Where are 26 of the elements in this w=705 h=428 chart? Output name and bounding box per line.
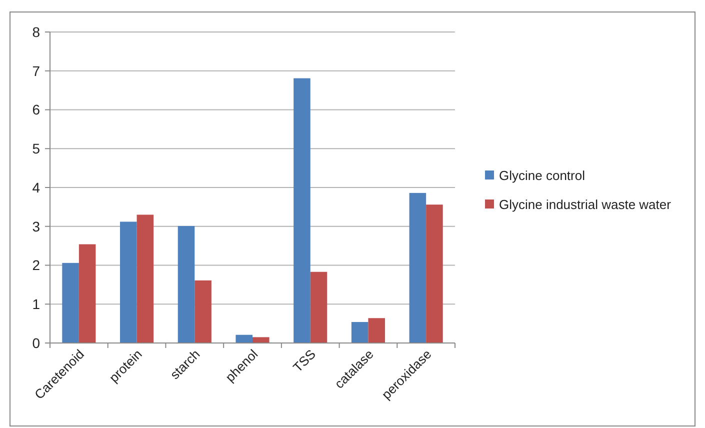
bar (409, 192, 426, 343)
y-tick-label: 0 (32, 334, 40, 351)
bar (120, 222, 137, 343)
bar (78, 244, 96, 343)
bar (236, 334, 252, 343)
y-tick-label: 4 (32, 179, 40, 196)
bar (351, 322, 368, 343)
bar (252, 337, 270, 343)
y-tick-label: 1 (32, 296, 40, 312)
x-tick-label: TSS (290, 346, 319, 376)
bar (194, 280, 212, 343)
bar (426, 204, 443, 343)
bar (368, 318, 385, 343)
y-tick-label: 7 (32, 62, 40, 79)
bar (136, 214, 154, 343)
bar (178, 226, 195, 343)
legend-label: Glycine industrial waste water (499, 197, 672, 212)
y-tick-label: 6 (32, 102, 40, 118)
bar (62, 262, 79, 343)
legend-label: Glycine control (499, 168, 586, 184)
y-tick-label: 5 (32, 140, 40, 157)
y-tick-label: 2 (32, 257, 40, 274)
bar (294, 78, 310, 343)
y-tick-label: 8 (32, 24, 40, 40)
y-tick-label: 3 (32, 218, 40, 234)
bar (310, 272, 328, 343)
